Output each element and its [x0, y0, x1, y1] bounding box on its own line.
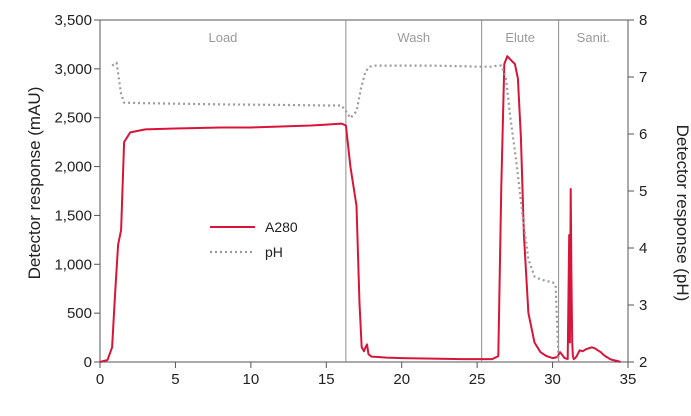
- y-left-axis-title: Detector response (mAU): [25, 87, 44, 280]
- y-left-tick-label: 2,000: [54, 159, 92, 176]
- x-tick-label: 25: [469, 371, 486, 388]
- series-line-ph: [111, 61, 560, 363]
- x-tick-label: 35: [620, 371, 637, 388]
- x-tick-label: 20: [393, 371, 410, 388]
- axis-layer: 0 5 10 15 20 25 30 3505001,0001,5002,0002,5003,…: [54, 12, 647, 388]
- phase-label: Elute: [505, 30, 535, 45]
- series-line-a280: [99, 55, 621, 363]
- y-right-tick-label: 8: [639, 12, 647, 29]
- phase-layer: Load Wash Elute Sanit.: [208, 20, 610, 362]
- x-tick-label: 30: [544, 371, 561, 388]
- plot-frame: [99, 19, 629, 363]
- y-left-tick-label: 3,000: [54, 61, 92, 78]
- y-left-tick-label: 3,500: [54, 12, 92, 29]
- y-right-axis-title: Detector response (pH): [673, 125, 691, 302]
- y-left-tick-label: 500: [67, 305, 92, 322]
- x-tick-label: 5: [171, 371, 179, 388]
- y-right-tick-label: 5: [639, 183, 647, 200]
- y-left-tick-label: 1,000: [54, 256, 92, 273]
- y-left-tick-label: 2,500: [54, 110, 92, 127]
- y-right-tick-label: 3: [639, 297, 647, 314]
- y-left-tick-label: 0: [84, 354, 92, 371]
- phase-label: Sanit.: [577, 30, 610, 45]
- x-tick-label: 0: [96, 371, 104, 388]
- phase-label: Wash: [397, 30, 430, 45]
- plot-border: [99, 19, 629, 363]
- legend: A280 pH: [210, 219, 298, 260]
- series-layer: [99, 55, 621, 363]
- legend-label-a280: A280: [265, 219, 298, 235]
- y-right-tick-label: 7: [639, 69, 647, 86]
- legend-label-ph: pH: [265, 244, 283, 260]
- x-tick-label: 10: [243, 371, 260, 388]
- phase-label: Load: [208, 30, 237, 45]
- y-right-tick-label: 4: [639, 240, 647, 257]
- y-right-tick-label: 6: [639, 126, 647, 143]
- y-left-tick-label: 1,500: [54, 207, 92, 224]
- y-right-tick-label: 2: [639, 354, 647, 371]
- x-tick-label: 15: [318, 371, 335, 388]
